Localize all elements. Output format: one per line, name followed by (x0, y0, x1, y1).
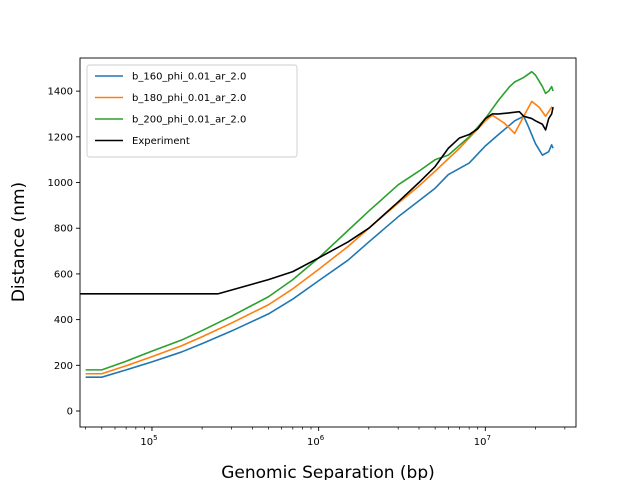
plot-area (80, 70, 554, 378)
y-tick-label: 600 (54, 269, 73, 280)
series-line-3 (80, 106, 554, 295)
x-tick-exponent: 5 (153, 434, 157, 442)
y-tick-label: 400 (54, 315, 73, 326)
y-tick-label: 800 (54, 224, 73, 235)
series-line-0 (85, 115, 554, 378)
y-tick-label: 1400 (48, 87, 73, 98)
y-tick-label: 200 (54, 361, 73, 372)
legend-label-0: b_160_phi_0.01_ar_2.0 (132, 72, 246, 83)
legend-label-3: Experiment (132, 136, 190, 147)
legend-label-1: b_180_phi_0.01_ar_2.0 (132, 93, 246, 104)
series-line-1 (85, 100, 554, 375)
x-axis-title: Genomic Separation (bp) (221, 463, 435, 480)
y-tick-label: 1000 (48, 178, 73, 189)
y-axis-title: Distance (nm) (9, 182, 29, 302)
legend-label-2: b_200_phi_0.01_ar_2.0 (132, 115, 246, 126)
x-tick-exponent: 6 (320, 434, 325, 442)
legend: b_160_phi_0.01_ar_2.0 b_180_phi_0.01_ar_2… (86, 64, 298, 158)
series-line-2 (85, 70, 554, 371)
x-tick-exponent: 7 (486, 434, 490, 442)
y-tick-label: 0 (67, 407, 73, 418)
plot-frame (79, 57, 577, 428)
legend-box (86, 64, 298, 158)
y-tick-label: 1200 (48, 132, 73, 143)
